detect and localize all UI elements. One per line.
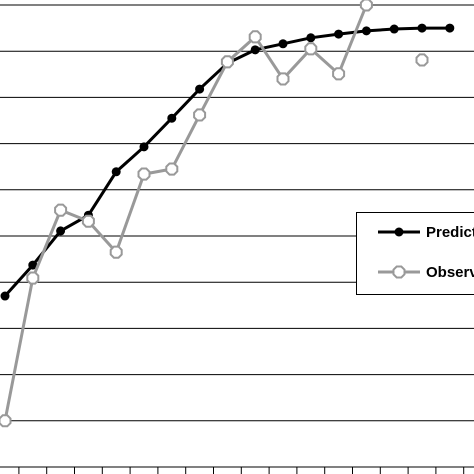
point	[332, 67, 346, 81]
point	[0, 414, 12, 428]
point	[334, 29, 344, 39]
legend-box	[356, 212, 474, 295]
point	[306, 33, 316, 43]
point	[389, 24, 399, 34]
point	[139, 142, 149, 152]
point	[56, 226, 66, 236]
point	[392, 265, 406, 279]
point	[109, 245, 123, 259]
point	[304, 42, 318, 56]
point	[0, 291, 10, 301]
point	[28, 260, 38, 270]
point	[359, 0, 373, 12]
point	[165, 162, 179, 176]
point	[361, 26, 371, 36]
point	[220, 55, 234, 69]
point	[111, 167, 121, 177]
point	[394, 227, 404, 237]
point	[54, 203, 68, 217]
point	[26, 271, 40, 285]
legend-label: Observed	[426, 264, 474, 281]
point	[137, 167, 151, 181]
point	[248, 30, 262, 44]
point	[415, 53, 429, 67]
point	[193, 108, 207, 122]
point	[195, 84, 205, 94]
legend-label: Predicted	[426, 224, 474, 241]
point	[167, 113, 177, 123]
point	[417, 23, 427, 33]
point	[445, 23, 455, 33]
point	[250, 45, 260, 55]
point	[81, 214, 95, 228]
point	[278, 39, 288, 49]
point	[276, 72, 290, 86]
